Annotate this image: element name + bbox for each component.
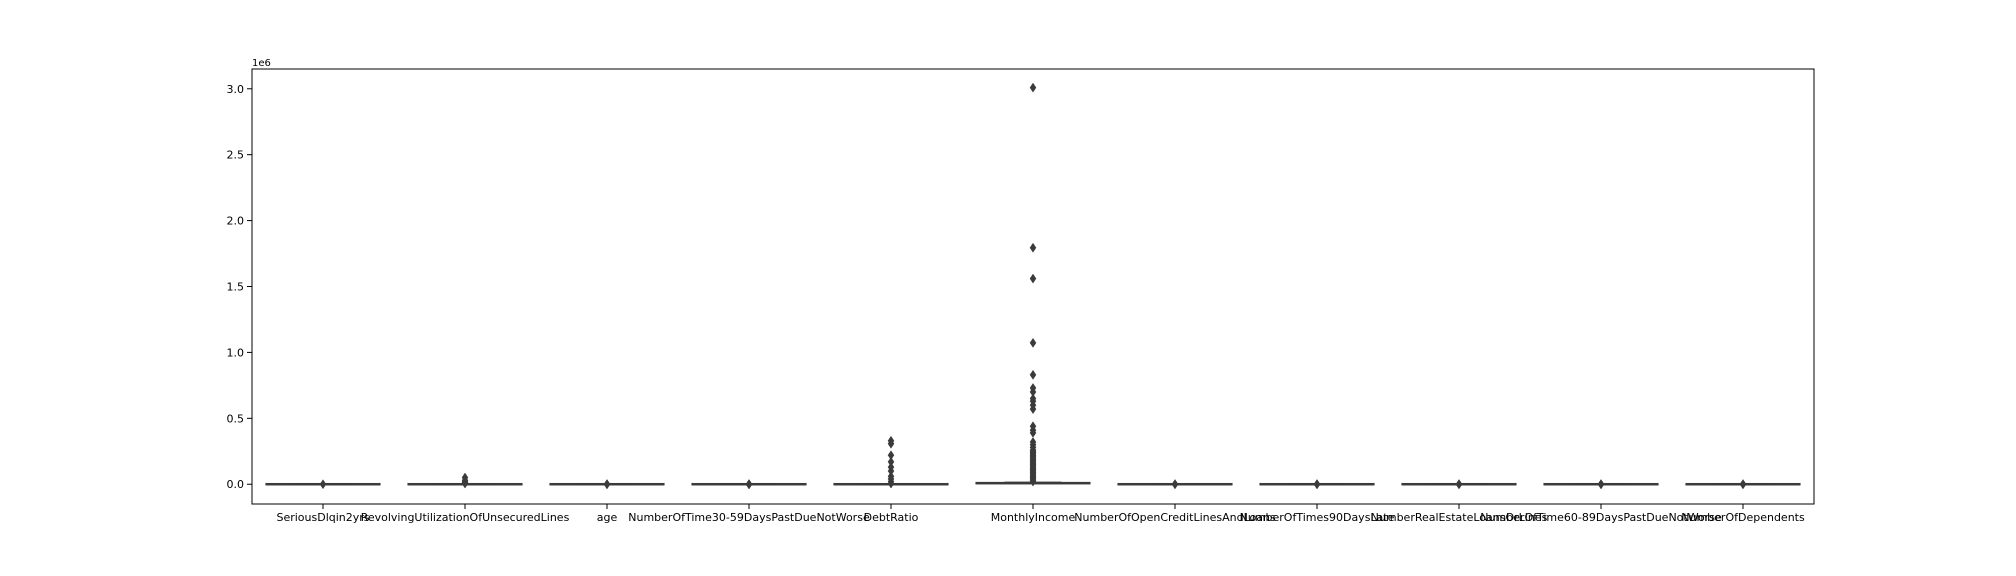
outlier-point xyxy=(1029,393,1037,404)
x-tick-label: NumberOfDependents xyxy=(1681,511,1805,524)
outlier-point xyxy=(1171,479,1179,490)
outlier-point xyxy=(1739,479,1747,490)
box-NumberOfDependents xyxy=(1685,479,1801,490)
box-NumberOfTime60-89DaysPastDueNotWorse xyxy=(1543,479,1659,490)
outlier-point xyxy=(1029,437,1037,447)
outlier-point xyxy=(887,462,895,473)
box-NumberOfTimes90DaysLate xyxy=(1259,479,1375,490)
outlier-point xyxy=(1313,479,1321,490)
boxes-layer xyxy=(265,82,1801,490)
y-axis: 0.0 0.5 1.0 1.5 2.0 2.5 3.0 xyxy=(227,83,252,491)
outlier-point xyxy=(1597,479,1605,490)
y-tick-label: 3.0 xyxy=(227,83,245,96)
outlier-point xyxy=(1029,82,1037,93)
y-tick-label: 0.5 xyxy=(227,412,245,425)
x-tick-label: NumberRealEstateLoansOrLines xyxy=(1371,511,1548,524)
y-tick-label: 1.0 xyxy=(227,346,245,359)
outlier-point xyxy=(887,456,895,467)
outlier-point xyxy=(887,471,895,482)
outlier-point xyxy=(1029,369,1037,380)
x-tick-label: MonthlyIncome xyxy=(991,511,1076,524)
outlier-point xyxy=(1029,383,1037,393)
box-SeriousDlqin2yrs xyxy=(265,479,381,490)
x-axis: SeriousDlqin2yrsRevolvingUtilizationOfUn… xyxy=(276,504,1805,524)
outlier-point xyxy=(461,472,469,483)
x-tick-label: SeriousDlqin2yrs xyxy=(276,511,369,524)
box-NumberRealEstateLoansOrLines xyxy=(1401,479,1517,490)
x-tick-label: DebtRatio xyxy=(864,511,919,524)
x-tick-label: NumberOfTime60-89DaysPastDueNotWorse xyxy=(1480,511,1722,524)
box-DebtRatio xyxy=(833,435,949,489)
y-axis-multiplier-label: 1e6 xyxy=(252,58,271,69)
outlier-point xyxy=(319,479,327,490)
outlier-point xyxy=(1029,273,1037,284)
x-tick-label: NumberOfTime30-59DaysPastDueNotWorse xyxy=(628,511,870,524)
outlier-point xyxy=(1455,479,1463,490)
outlier-point xyxy=(1029,421,1037,432)
x-tick-label: RevolvingUtilizationOfUnsecuredLines xyxy=(361,511,570,524)
box-age xyxy=(549,479,665,490)
box-NumberOfTime30-59DaysPastDueNotWorse xyxy=(691,479,807,490)
y-tick-label: 1.5 xyxy=(227,281,245,294)
y-tick-label: 2.0 xyxy=(227,215,245,228)
x-tick-label: age xyxy=(597,511,618,524)
y-tick-label: 0.0 xyxy=(227,478,245,491)
outlier-point xyxy=(745,479,753,490)
x-tick-label: NumberOfOpenCreditLinesAndLoans xyxy=(1074,511,1276,524)
outlier-point xyxy=(1029,337,1037,348)
outlier-point xyxy=(887,450,895,461)
box-NumberOfOpenCreditLinesAndLoans xyxy=(1117,479,1233,490)
outlier-point xyxy=(603,479,611,490)
box-RevolvingUtilizationOfUnsecuredLines xyxy=(407,472,523,489)
x-tick-label: NumberOfTimes90DaysLate xyxy=(1240,511,1395,524)
outlier-point xyxy=(1029,242,1037,253)
box-MonthlyIncome xyxy=(975,82,1091,487)
outlier-point xyxy=(887,435,895,446)
y-tick-label: 2.5 xyxy=(227,149,245,162)
plot-frame xyxy=(251,68,1815,505)
